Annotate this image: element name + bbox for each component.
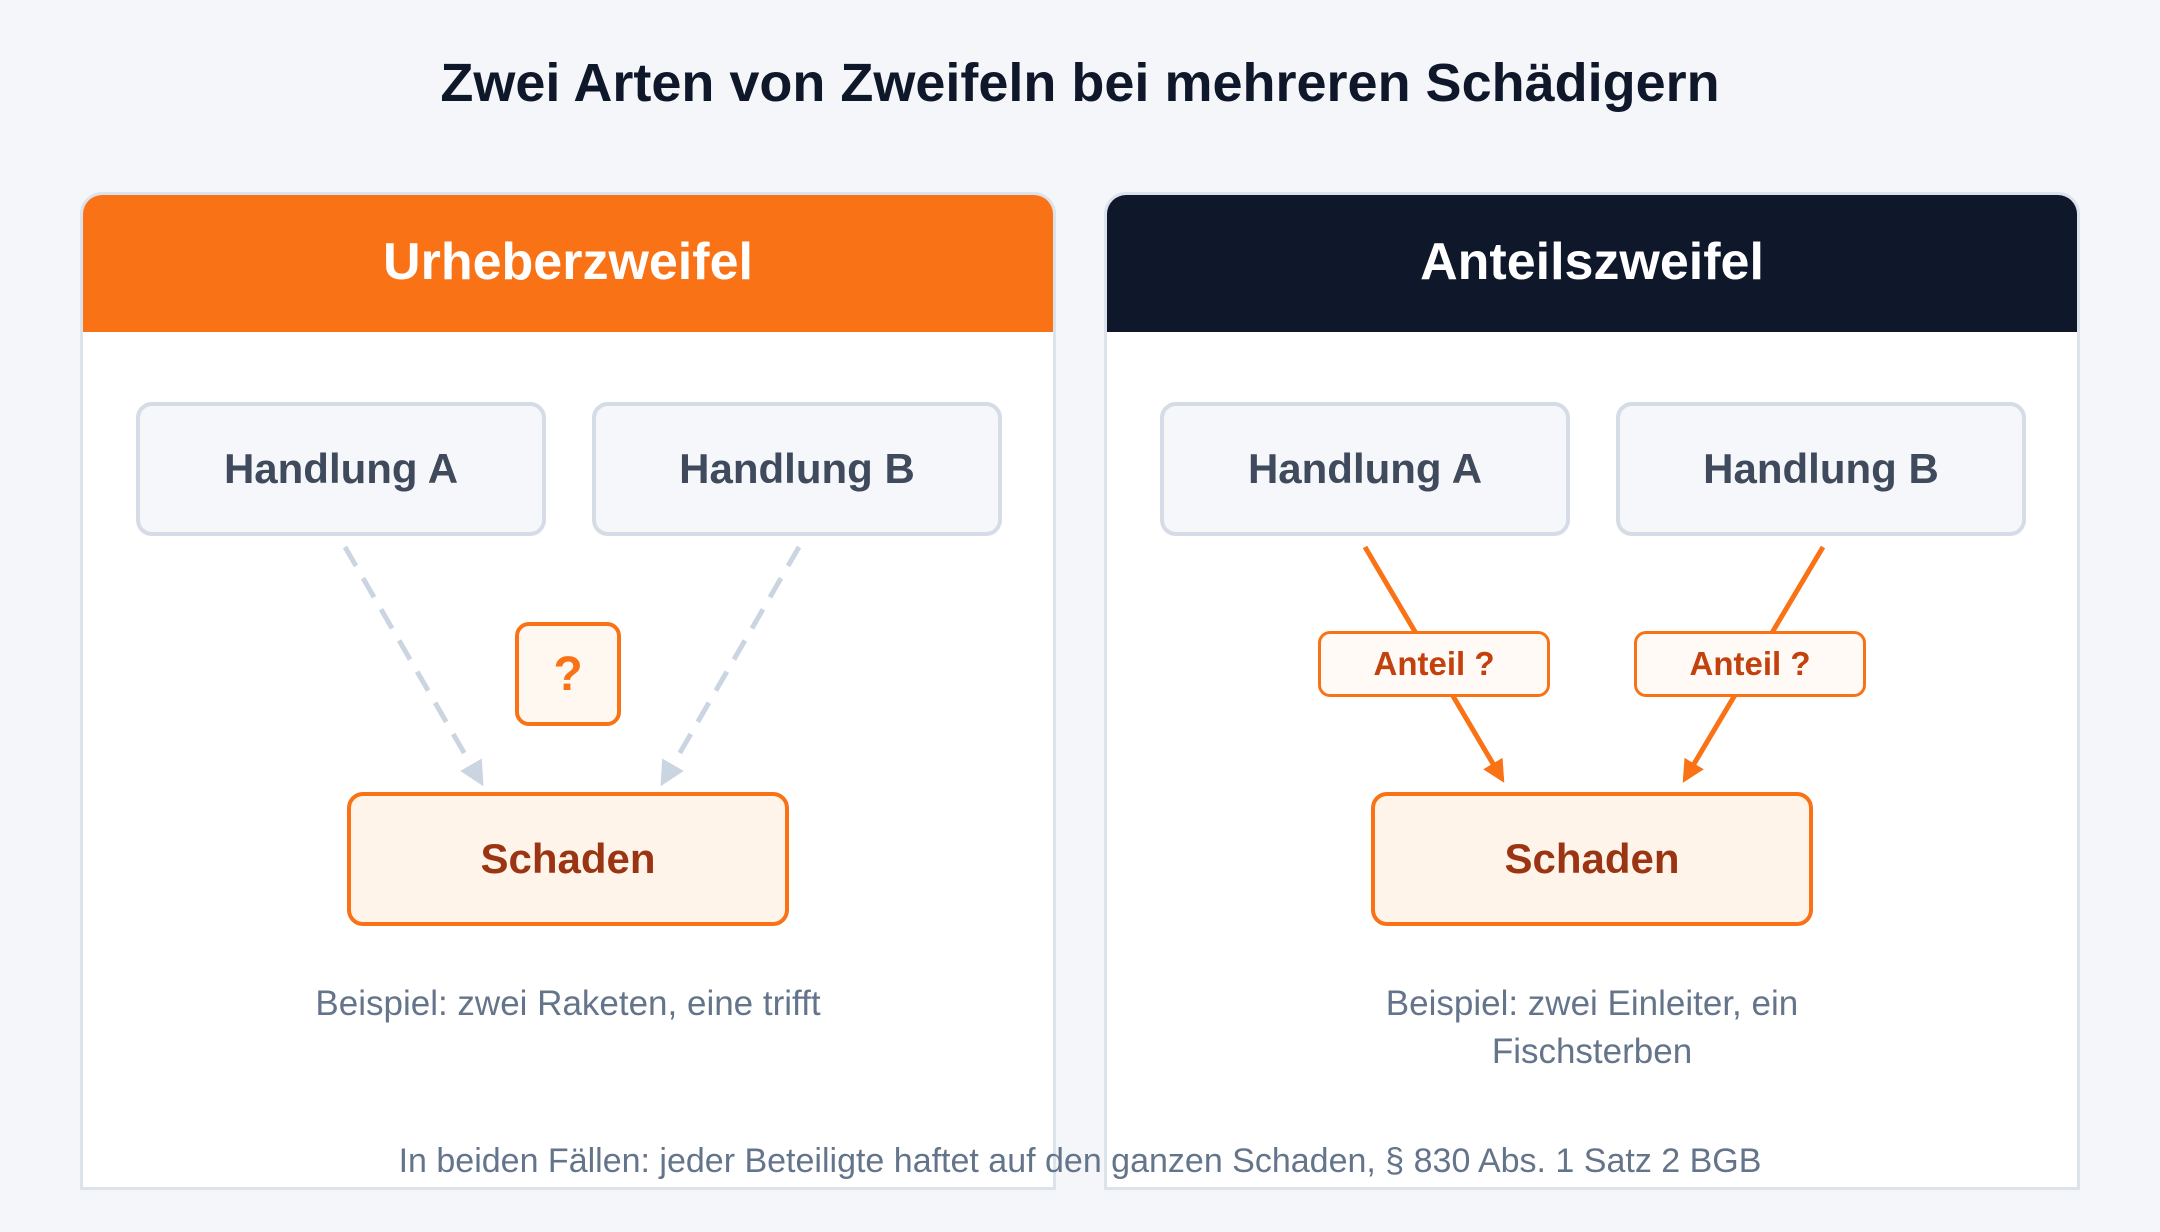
act-a-box: Handlung A	[136, 402, 546, 536]
act-b-box: Handlung B	[592, 402, 1002, 536]
question-mark-box: ?	[515, 622, 621, 726]
panel-urheberzweifel: Urheberzweifel Handlung A Handlung B ? S…	[80, 192, 1056, 1190]
harm-box: Schaden	[347, 792, 789, 926]
page-title: Zwei Arten von Zweifeln bei mehreren Sch…	[440, 53, 1720, 113]
share-label-b: Anteil ?	[1634, 631, 1866, 697]
dashed-arrows	[342, 545, 802, 787]
panel-heading-anteilszweifel: Anteilszweifel	[1107, 195, 2077, 332]
dashed-arrow-a	[342, 545, 484, 787]
harm-box: Schaden	[1371, 792, 1813, 926]
act-b-box: Handlung B	[1616, 402, 2026, 536]
example-text: Beispiel: zwei Einleiter, ein Fischsterb…	[1385, 984, 1799, 1071]
panel-anteilszweifel: Anteilszweifel Handlung A Handlung B Ant…	[1104, 192, 2080, 1190]
example-text: Beispiel: zwei Raketen, eine trifft	[315, 984, 821, 1023]
share-label-a: Anteil ?	[1318, 631, 1550, 697]
footer-note: In beiden Fällen: jeder Beteiligte hafte…	[398, 1142, 1762, 1180]
dashed-arrow-b	[660, 545, 802, 787]
panel-heading-urheberzweifel: Urheberzweifel	[83, 195, 1053, 332]
act-a-box: Handlung A	[1160, 402, 1570, 536]
